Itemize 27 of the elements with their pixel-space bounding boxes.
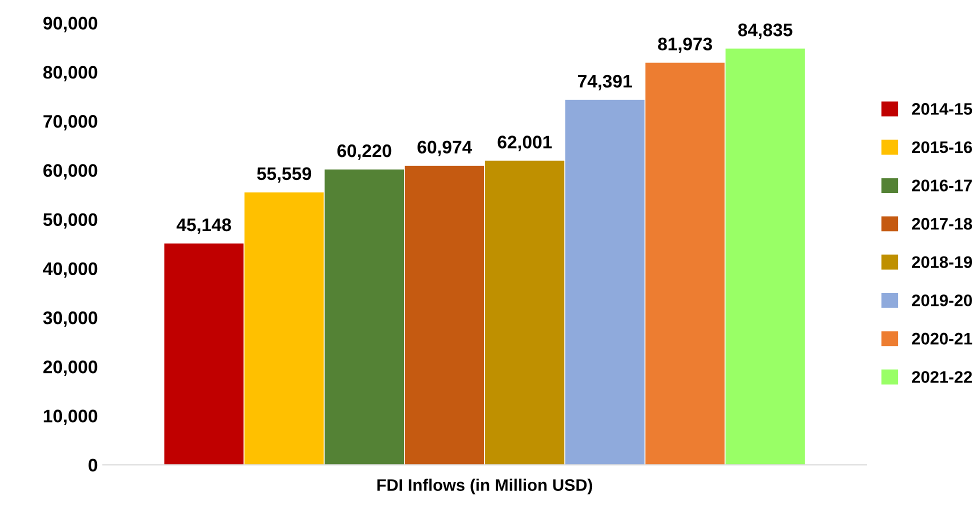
data-label: 81,973 (658, 38, 712, 53)
y-tick-label: 0 (88, 458, 98, 472)
y-tick-label: 50,000 (43, 213, 98, 229)
data-label: 55,559 (257, 167, 312, 183)
data-label: 62,001 (498, 136, 552, 152)
y-tick-label: 80,000 (43, 66, 98, 82)
y-tick-label: 60,000 (43, 164, 98, 180)
legend-label: 2015-16 (912, 141, 972, 154)
data-label: 60,220 (337, 144, 392, 160)
legend-label: 2016-17 (912, 180, 972, 192)
y-tick-label: 30,000 (43, 311, 98, 327)
legend-label: 2017-18 (912, 218, 972, 230)
y-tick-label: 10,000 (44, 410, 98, 426)
y-tick-label: 20,000 (43, 360, 98, 376)
data-label: 45,148 (176, 218, 232, 234)
legend-label: 2019-20 (912, 294, 972, 306)
legend-label: 2021-22 (912, 371, 972, 383)
x-tick-label: FDI Inflows (in Million USD) (377, 478, 592, 494)
y-tick-label: 40,000 (42, 262, 98, 278)
legend-label: 2018-19 (912, 256, 972, 268)
y-tick-label: 90,000 (43, 16, 98, 32)
legend-label: 2020-21 (912, 332, 972, 345)
y-tick-label: 70,000 (43, 115, 98, 130)
legend-label: 2014-15 (912, 103, 972, 115)
data-label: 60,974 (418, 140, 472, 156)
data-label: 84,835 (738, 24, 792, 39)
data-label: 74,391 (578, 74, 632, 90)
